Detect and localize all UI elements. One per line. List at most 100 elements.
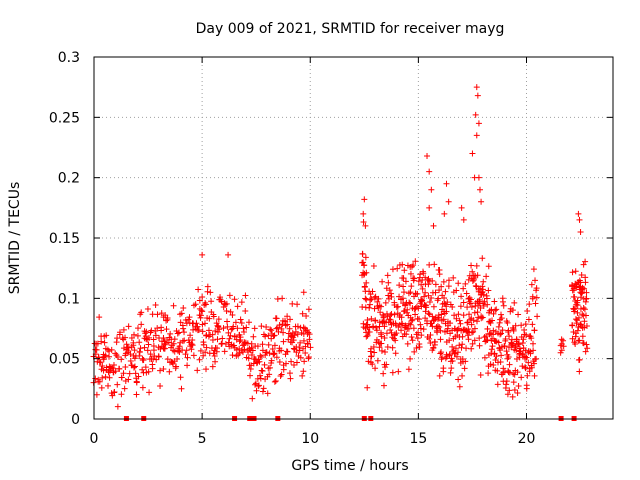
data-point [269,345,276,352]
data-point [122,334,129,341]
data-point [464,319,471,326]
data-point [443,353,450,360]
data-point [97,359,104,366]
data-point [296,347,303,354]
data-point [215,323,222,330]
data-point [180,325,187,332]
data-point [370,343,377,350]
data-point [396,282,403,289]
data-point [466,311,473,318]
data-point [211,353,218,360]
data-point [583,312,590,319]
data-point [199,308,206,315]
data-point [242,292,249,299]
data-point [150,347,157,354]
data-point [187,332,194,339]
data-point [419,277,426,284]
data-point [247,365,254,372]
data-point [138,321,145,328]
data-point [457,320,464,327]
data-point [380,382,387,389]
data-point [170,340,177,347]
data-point [110,361,117,368]
data-point [417,321,424,328]
data-point [303,312,310,319]
data-point [290,337,297,344]
data-point [258,323,265,330]
data-point [427,332,434,339]
data-point [514,389,521,396]
data-point [476,342,483,349]
data-point [500,302,507,309]
data-point [270,351,277,358]
data-point [130,364,137,371]
data-point [388,293,395,300]
data-point [570,329,577,336]
data-point [442,288,449,295]
data-point [300,324,307,331]
data-point [257,375,264,382]
grid [94,57,613,419]
data-point [158,310,165,317]
data-point [426,299,433,306]
data-point [114,403,121,410]
data-point [431,261,438,268]
data-point [265,341,272,348]
data-point [268,327,275,334]
data-point [153,356,160,363]
data-point [304,341,311,348]
data-point [468,321,475,328]
data-point [487,361,494,368]
y-tick-label: 0.3 [58,50,80,66]
data-point [531,327,538,334]
data-point [166,368,173,375]
data-point [237,316,244,323]
data-point [450,274,457,281]
data-point [243,324,250,331]
data-point [455,280,462,287]
data-point [300,289,307,296]
data-point [360,218,367,225]
data-point [377,309,384,316]
data-point [160,366,167,373]
data-point [453,353,460,360]
data-point [474,272,481,279]
data-point [455,311,462,318]
data-point [241,328,248,335]
data-point [223,300,230,307]
data-point [254,343,261,350]
data-point [373,327,380,334]
data-point [415,278,422,285]
data-point [305,306,312,313]
data-point [174,330,181,337]
data-point [264,390,271,397]
data-point [237,336,244,343]
data-point [278,371,285,378]
data-point [259,388,266,395]
data-point [499,327,506,334]
data-point [210,313,217,320]
data-point [457,303,464,310]
data-point [134,325,141,332]
data-point [530,340,537,347]
data-point [471,325,478,332]
data-point [98,384,105,391]
data-point [145,368,152,375]
data-point [528,335,535,342]
data-point [436,324,443,331]
data-point [432,289,439,296]
data-point [469,340,476,347]
data-point [560,343,567,350]
data-point [465,336,472,343]
data-point [479,286,486,293]
data-point [147,351,154,358]
data-point [127,358,134,365]
data-point [273,354,280,361]
data-point [533,294,540,301]
data-point [253,360,260,367]
data-point [575,314,582,321]
data-point [212,358,219,365]
data-point [209,363,216,370]
data-point [576,216,583,223]
